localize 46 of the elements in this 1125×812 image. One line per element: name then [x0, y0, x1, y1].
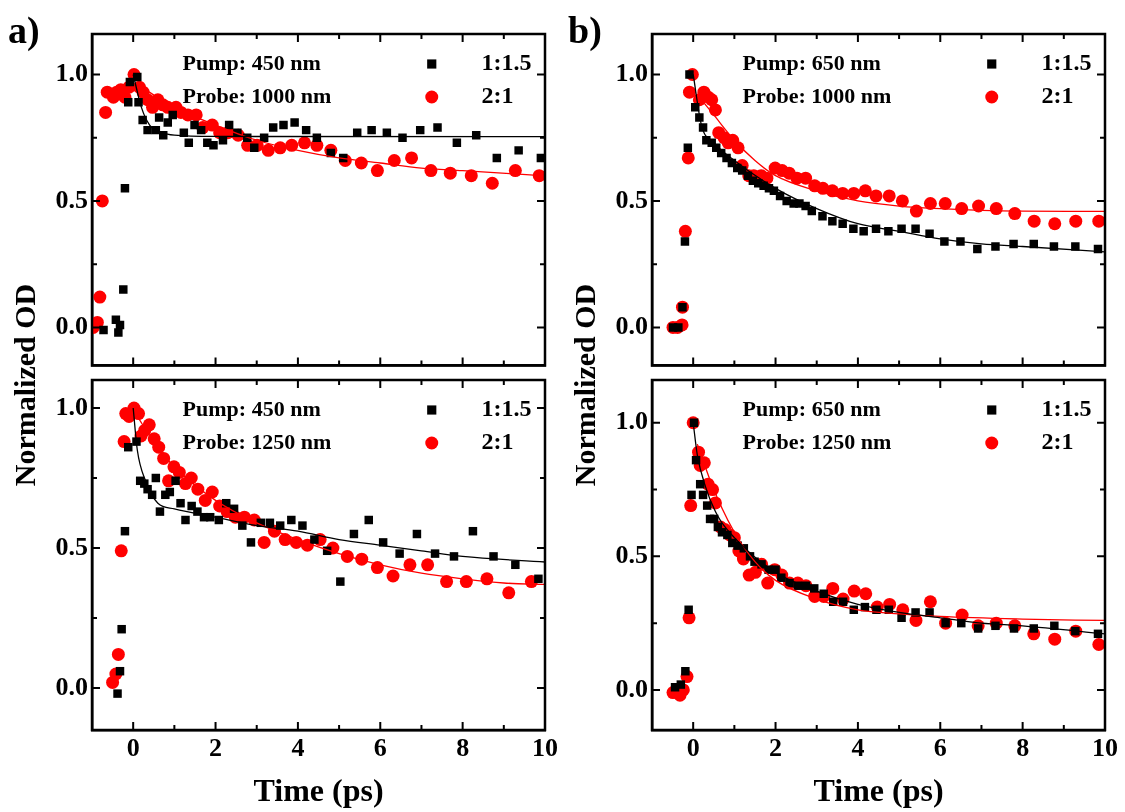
x-tick-label: 8	[456, 733, 470, 763]
annotation: Pump: 650 nm	[742, 49, 881, 75]
legend-label: 1:1.5	[1041, 49, 1092, 76]
legend-label: 1:1.5	[481, 395, 532, 422]
y-tick-label: 0.0	[615, 673, 648, 703]
annotation: Probe: 1250 nm	[742, 428, 892, 454]
x-tick-label: 2	[209, 733, 223, 763]
y-tick-label: 0.5	[55, 184, 88, 214]
x-tick-label: 10	[1092, 733, 1118, 763]
x-tick-label: 2	[769, 733, 783, 763]
x-tick-label: 0	[126, 733, 140, 763]
legend-label: 2:1	[1041, 428, 1074, 455]
chart-title: a)	[8, 8, 40, 52]
legend-label: 2:1	[481, 82, 514, 109]
y-tick-label: 1.0	[615, 58, 648, 88]
legend-label: 1:1.5	[481, 49, 532, 76]
chart-title: b)	[568, 8, 602, 52]
y-tick-label: 0.5	[55, 531, 88, 561]
y-tick-label: 1.0	[55, 391, 88, 421]
annotation: Pump: 650 nm	[742, 395, 881, 421]
legend-label: 2:1	[1041, 82, 1074, 109]
y-tick-label: 0.0	[55, 311, 88, 341]
legend-label: 2:1	[481, 428, 514, 455]
x-tick-label: 6	[373, 733, 387, 763]
y-tick-label: 1.0	[55, 58, 88, 88]
y-tick-label: 0.0	[615, 311, 648, 341]
x-tick-label: 10	[532, 733, 558, 763]
x-axis-title: Time (ps)	[813, 772, 944, 809]
x-tick-label: 8	[1016, 733, 1030, 763]
y-tick-label: 0.0	[55, 671, 88, 701]
x-axis-title: Time (ps)	[253, 772, 384, 809]
annotation: Probe: 1000 nm	[182, 82, 332, 108]
y-axis-title: Normalized OD	[568, 283, 602, 487]
annotation: Pump: 450 nm	[182, 395, 321, 421]
y-tick-label: 1.0	[615, 406, 648, 436]
x-tick-label: 6	[933, 733, 947, 763]
x-tick-label: 0	[686, 733, 700, 763]
legend-label: 1:1.5	[1041, 395, 1092, 422]
x-tick-label: 4	[851, 733, 865, 763]
y-tick-label: 0.5	[615, 540, 648, 570]
annotation: Probe: 1000 nm	[742, 82, 892, 108]
annotation: Probe: 1250 nm	[182, 428, 332, 454]
y-axis-title: Normalized OD	[8, 283, 42, 487]
y-tick-label: 0.5	[615, 184, 648, 214]
annotation: Pump: 450 nm	[182, 49, 321, 75]
x-tick-label: 4	[291, 733, 305, 763]
